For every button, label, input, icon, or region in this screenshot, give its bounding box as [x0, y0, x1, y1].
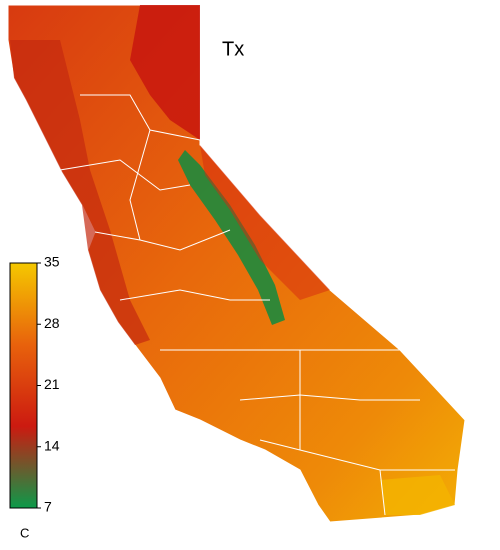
coast-ranges — [10, 40, 150, 345]
california-map — [7, 4, 466, 523]
colorbar-tick-label: 28 — [44, 315, 60, 331]
northern-mountains — [130, 5, 200, 140]
colorbar-tick-label: 14 — [44, 437, 60, 453]
colorbar-tick-label: 7 — [44, 499, 52, 515]
colorbar — [9, 262, 38, 509]
colorbar-ticks: 35 28 21 14 7 — [37, 254, 60, 515]
state-shape — [7, 4, 466, 523]
sierra-nevada — [178, 150, 285, 325]
colorbar-unit: C — [20, 525, 29, 540]
colorbar-tick-label: 35 — [44, 254, 60, 270]
colorbar-tick-label: 21 — [44, 376, 60, 392]
great-basin — [200, 145, 330, 300]
southern-desert — [380, 475, 455, 515]
county-lines — [59, 94, 455, 516]
map-title: Tx — [222, 38, 244, 60]
